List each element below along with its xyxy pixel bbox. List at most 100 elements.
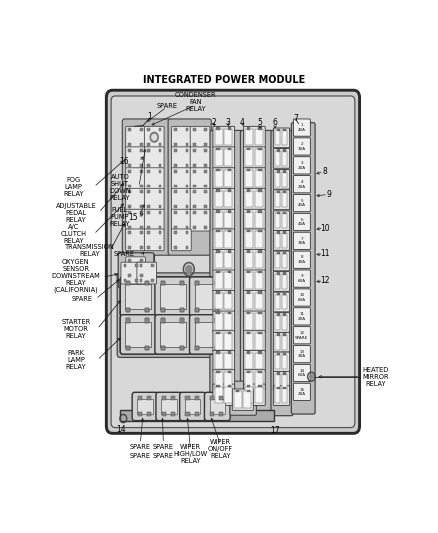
Bar bbox=[180, 345, 184, 350]
Bar bbox=[205, 170, 207, 173]
FancyBboxPatch shape bbox=[117, 273, 230, 358]
Bar bbox=[193, 226, 196, 229]
FancyBboxPatch shape bbox=[120, 314, 156, 354]
Bar bbox=[216, 127, 220, 130]
Bar bbox=[283, 272, 286, 275]
Bar bbox=[186, 143, 188, 146]
Bar bbox=[193, 211, 196, 214]
Bar bbox=[215, 191, 223, 207]
Bar bbox=[224, 252, 232, 268]
Bar bbox=[145, 308, 149, 312]
Bar bbox=[224, 272, 232, 289]
Bar bbox=[247, 312, 250, 314]
Bar bbox=[283, 386, 286, 389]
Bar bbox=[224, 372, 232, 389]
Bar bbox=[147, 412, 151, 416]
Bar bbox=[282, 254, 287, 268]
Bar bbox=[161, 281, 165, 285]
FancyBboxPatch shape bbox=[293, 213, 311, 231]
Bar bbox=[245, 272, 253, 289]
FancyBboxPatch shape bbox=[273, 190, 290, 209]
FancyBboxPatch shape bbox=[244, 229, 265, 251]
FancyBboxPatch shape bbox=[172, 188, 191, 210]
FancyBboxPatch shape bbox=[190, 314, 226, 354]
Text: 11
20A: 11 20A bbox=[298, 312, 306, 321]
Bar bbox=[186, 246, 188, 248]
Bar bbox=[258, 385, 262, 387]
Bar bbox=[215, 170, 223, 187]
Bar bbox=[151, 279, 154, 282]
Bar bbox=[275, 315, 280, 330]
Bar bbox=[247, 292, 250, 294]
Text: 5: 5 bbox=[258, 118, 262, 127]
Bar bbox=[138, 412, 142, 416]
Bar bbox=[245, 212, 253, 228]
FancyBboxPatch shape bbox=[172, 209, 191, 231]
Bar bbox=[195, 345, 199, 350]
FancyBboxPatch shape bbox=[156, 392, 182, 421]
Bar bbox=[193, 149, 196, 152]
Bar bbox=[159, 143, 161, 146]
Bar bbox=[161, 308, 165, 312]
Bar bbox=[174, 128, 177, 131]
FancyBboxPatch shape bbox=[126, 147, 145, 168]
Bar bbox=[275, 192, 280, 207]
Bar bbox=[254, 313, 263, 330]
Bar bbox=[126, 318, 130, 322]
FancyBboxPatch shape bbox=[213, 126, 235, 148]
Bar bbox=[216, 168, 220, 171]
FancyBboxPatch shape bbox=[232, 389, 253, 410]
FancyBboxPatch shape bbox=[172, 229, 191, 251]
Text: 6: 6 bbox=[273, 118, 278, 127]
FancyBboxPatch shape bbox=[273, 372, 290, 391]
Bar bbox=[147, 164, 150, 166]
Text: WIPER
ON/OFF
RELAY: WIPER ON/OFF RELAY bbox=[208, 439, 233, 459]
Bar bbox=[247, 127, 250, 130]
Bar bbox=[228, 127, 231, 130]
FancyBboxPatch shape bbox=[213, 330, 235, 352]
Bar bbox=[128, 190, 131, 193]
Bar bbox=[185, 399, 200, 414]
Bar bbox=[254, 386, 263, 403]
Bar bbox=[174, 226, 177, 229]
Bar bbox=[258, 127, 262, 130]
Bar bbox=[128, 273, 131, 277]
Bar bbox=[215, 149, 223, 166]
Bar bbox=[125, 284, 151, 309]
Bar bbox=[195, 345, 199, 350]
Text: AUTO
SHUT
DOWN
RELAY: AUTO SHUT DOWN RELAY bbox=[109, 174, 131, 200]
Bar bbox=[193, 128, 196, 131]
Bar bbox=[216, 189, 220, 191]
Bar bbox=[282, 213, 287, 228]
Bar bbox=[275, 295, 280, 309]
Bar bbox=[193, 170, 196, 173]
Bar bbox=[228, 292, 231, 294]
Bar bbox=[151, 264, 154, 267]
Bar bbox=[258, 210, 262, 213]
Bar bbox=[216, 271, 220, 273]
Bar bbox=[275, 233, 280, 248]
Text: 12
SPARE: 12 SPARE bbox=[295, 331, 308, 340]
FancyBboxPatch shape bbox=[126, 209, 145, 231]
FancyBboxPatch shape bbox=[244, 370, 265, 391]
FancyBboxPatch shape bbox=[293, 365, 311, 382]
Bar bbox=[140, 205, 143, 208]
Bar bbox=[219, 412, 223, 416]
FancyBboxPatch shape bbox=[291, 123, 315, 414]
Bar bbox=[140, 226, 143, 229]
Bar bbox=[247, 351, 250, 354]
Bar bbox=[174, 246, 177, 248]
Bar bbox=[277, 170, 280, 173]
Bar bbox=[174, 143, 177, 146]
FancyBboxPatch shape bbox=[155, 314, 191, 354]
Bar bbox=[205, 205, 207, 208]
Text: SPARE: SPARE bbox=[130, 445, 151, 450]
Bar bbox=[159, 149, 161, 152]
FancyBboxPatch shape bbox=[273, 251, 290, 271]
FancyBboxPatch shape bbox=[293, 345, 311, 363]
Bar bbox=[209, 399, 225, 414]
Bar bbox=[247, 251, 250, 253]
Bar bbox=[215, 333, 223, 350]
Bar bbox=[186, 128, 188, 131]
Bar bbox=[216, 292, 220, 294]
